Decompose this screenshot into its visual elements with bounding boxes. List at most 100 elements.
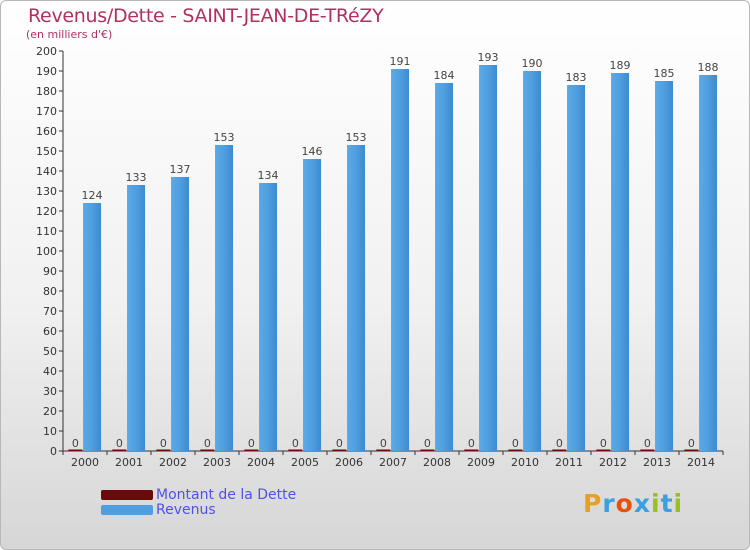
data-label-dette: 0 (336, 437, 343, 450)
data-label-revenus: 124 (82, 189, 103, 202)
data-label-revenus: 191 (390, 55, 411, 68)
bar-revenus (259, 183, 278, 451)
bar-dette (112, 449, 127, 451)
chart-subtitle: (en milliers d'€) (26, 28, 113, 41)
bar-dette (200, 449, 215, 451)
data-label-revenus: 193 (478, 51, 499, 64)
data-label-revenus: 188 (698, 61, 719, 74)
data-label-dette: 0 (512, 437, 519, 450)
data-label-revenus: 137 (170, 163, 191, 176)
bar-revenus (391, 69, 410, 451)
bar-revenus (127, 185, 146, 451)
y-tick-label: 10 (43, 425, 57, 438)
bar-revenus (435, 83, 454, 451)
x-tick-label: 2006 (335, 456, 363, 469)
x-tick-label: 2012 (599, 456, 627, 469)
data-label-revenus: 183 (566, 71, 587, 84)
bar-revenus (479, 65, 498, 451)
data-label-dette: 0 (116, 437, 123, 450)
data-label-dette: 0 (160, 437, 167, 450)
bar-revenus (215, 145, 234, 451)
y-tick-label: 80 (43, 285, 57, 298)
x-tick-label: 2008 (423, 456, 451, 469)
bar-dette (288, 449, 303, 451)
legend-swatch-revenus (101, 505, 153, 515)
x-tick-label: 2007 (379, 456, 407, 469)
logo-letter: P (583, 489, 603, 518)
data-label-revenus: 185 (654, 67, 675, 80)
data-label-dette: 0 (600, 437, 607, 450)
x-tick-label: 2002 (159, 456, 187, 469)
x-tick-label: 2000 (71, 456, 99, 469)
data-label-dette: 0 (380, 437, 387, 450)
y-tick-label: 60 (43, 325, 57, 338)
bar-revenus (655, 81, 674, 451)
x-tick-label: 2005 (291, 456, 319, 469)
bar-revenus (303, 159, 322, 451)
legend-label-dette: Montant de la Dette (156, 487, 297, 503)
y-tick-label: 50 (43, 345, 57, 358)
y-tick-label: 180 (36, 85, 57, 98)
data-label-revenus: 190 (522, 57, 543, 70)
y-tick-label: 140 (36, 165, 57, 178)
bar-dette (244, 449, 259, 451)
data-label-revenus: 189 (610, 59, 631, 72)
y-tick-label: 0 (50, 445, 57, 458)
y-tick-label: 150 (36, 145, 57, 158)
bar-dette (684, 449, 699, 451)
chart-title: Revenus/Dette - SAINT-JEAN-DE-TRéZY (28, 5, 384, 27)
y-tick-label: 20 (43, 405, 57, 418)
logo-letter: x (633, 489, 651, 518)
y-tick-label: 30 (43, 385, 57, 398)
logo-letter: i (651, 489, 661, 518)
x-tick-label: 2011 (555, 456, 583, 469)
data-label-revenus: 133 (126, 171, 147, 184)
data-label-dette: 0 (688, 437, 695, 450)
bar-dette (596, 449, 611, 451)
logo-letter: r (602, 489, 616, 518)
y-tick-label: 130 (36, 185, 57, 198)
y-tick-label: 200 (36, 45, 57, 58)
data-label-revenus: 184 (434, 69, 455, 82)
bar-dette (376, 449, 391, 451)
x-tick-label: 2009 (467, 456, 495, 469)
bar-revenus (611, 73, 630, 451)
x-tick-label: 2003 (203, 456, 231, 469)
bar-dette (464, 449, 479, 451)
bar-dette (332, 449, 347, 451)
y-tick-label: 120 (36, 205, 57, 218)
data-label-revenus: 146 (302, 145, 323, 158)
logo-letter: o (615, 489, 634, 518)
bar-revenus (699, 75, 718, 451)
bar-dette (68, 449, 83, 451)
data-label-dette: 0 (248, 437, 255, 450)
x-tick-label: 2014 (687, 456, 715, 469)
logo-letter: i (673, 489, 684, 518)
x-tick-label: 2004 (247, 456, 275, 469)
data-label-dette: 0 (556, 437, 563, 450)
bar-revenus (567, 85, 586, 451)
data-label-revenus: 153 (346, 131, 367, 144)
legend-label-revenus: Revenus (156, 502, 216, 518)
bar-revenus (347, 145, 366, 451)
bar-revenus (171, 177, 190, 451)
bar-dette (156, 449, 171, 451)
x-tick-label: 2013 (643, 456, 671, 469)
bar-dette (640, 449, 655, 451)
data-label-dette: 0 (72, 437, 79, 450)
y-tick-label: 110 (36, 225, 57, 238)
y-tick-label: 70 (43, 305, 57, 318)
data-label-dette: 0 (468, 437, 475, 450)
data-label-dette: 0 (204, 437, 211, 450)
data-label-dette: 0 (644, 437, 651, 450)
bar-dette (552, 449, 567, 451)
proxiti-logo: Proxiti (583, 489, 683, 518)
legend-swatch-dette (101, 490, 153, 500)
bar-dette (420, 449, 435, 451)
data-label-revenus: 134 (258, 169, 279, 182)
bar-revenus (523, 71, 542, 451)
y-tick-label: 170 (36, 105, 57, 118)
y-tick-label: 100 (36, 245, 57, 258)
y-tick-label: 160 (36, 125, 57, 138)
